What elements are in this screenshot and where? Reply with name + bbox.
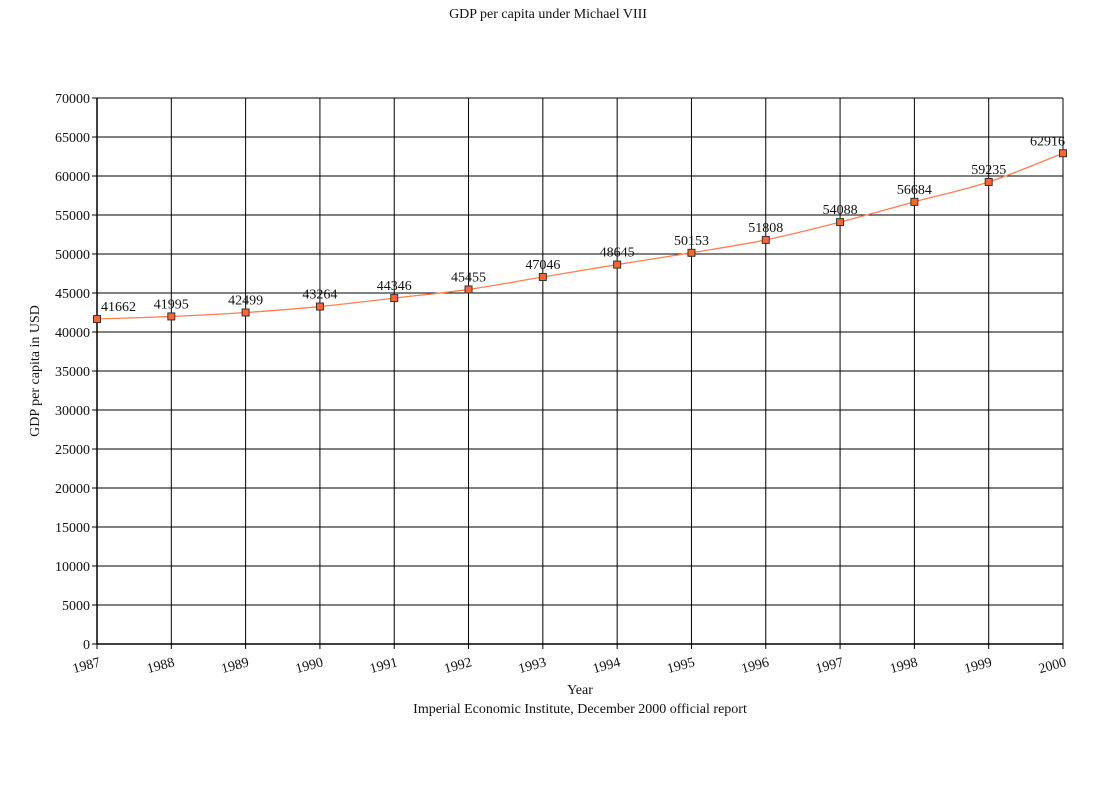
data-point	[93, 315, 101, 324]
x-tick-label: 1994	[591, 655, 622, 677]
y-tick-label: 0	[83, 638, 90, 653]
data-label: 48645	[600, 246, 635, 261]
x-axis-label: Year	[567, 683, 593, 698]
y-tick-label: 5000	[62, 599, 90, 614]
data-label: 47046	[525, 258, 560, 273]
data-point	[761, 235, 770, 244]
series-layer: 41662 41995 42499 43264 44346 45455 47046 48645…	[93, 134, 1067, 324]
x-tick-label: 1997	[814, 655, 845, 677]
data-label: 43264	[302, 288, 337, 303]
x-tick-label: 1990	[294, 655, 325, 677]
y-tick-label: 10000	[55, 560, 90, 575]
data-label: 50153	[674, 234, 709, 249]
x-tick-label: 1999	[963, 655, 994, 677]
data-label: 51808	[748, 221, 783, 236]
y-axis-label: GDP per capita in USD	[28, 305, 43, 437]
y-tick-label: 45000	[55, 287, 90, 302]
x-tick-label: 1993	[517, 655, 548, 677]
y-tick-label: 30000	[55, 404, 90, 419]
data-label: 44346	[377, 279, 412, 294]
data-label: 42499	[228, 294, 263, 309]
data-point	[390, 294, 399, 303]
x-tick-label: 1987	[71, 655, 102, 677]
data-label: 62916	[1030, 134, 1065, 149]
x-tick-label: 1998	[888, 655, 919, 677]
data-point	[315, 302, 324, 311]
y-tick-label: 15000	[55, 521, 90, 536]
axes	[92, 97, 1064, 649]
data-point	[910, 197, 919, 206]
chart-caption: Imperial Economic Institute, December 20…	[413, 702, 747, 717]
y-tick-label: 20000	[55, 482, 90, 497]
chart-title: GDP per capita under Michael VIII	[449, 7, 647, 22]
data-point	[613, 260, 622, 269]
y-tick-label: 70000	[55, 92, 90, 107]
data-point	[167, 312, 176, 321]
data-label: 41662	[101, 300, 136, 315]
data-label: 59235	[971, 163, 1006, 178]
grid	[96, 97, 1064, 645]
data-label: 56684	[897, 183, 932, 198]
y-tick-labels: 0 5000 10000 15000 20000 25000 30000 35000 40000…	[55, 92, 90, 653]
data-point	[984, 177, 993, 186]
data-label: 45455	[451, 270, 486, 285]
y-tick-label: 35000	[55, 365, 90, 380]
data-label: 54088	[823, 203, 858, 218]
x-tick-labels: 1987 1988 1989 1990 1991 1992 1993 1994 1995 1996…	[71, 655, 1068, 677]
x-tick-label: 1988	[145, 655, 176, 677]
data-point	[241, 308, 250, 317]
y-tick-label: 55000	[55, 209, 90, 224]
data-point	[538, 273, 547, 282]
data-point	[1059, 149, 1067, 158]
y-tick-label: 40000	[55, 326, 90, 341]
x-tick-label: 1992	[443, 655, 474, 677]
x-tick-label: 1991	[368, 655, 399, 677]
y-tick-label: 50000	[55, 248, 90, 263]
y-tick-label: 60000	[55, 170, 90, 185]
y-tick-label: 65000	[55, 131, 90, 146]
x-tick-label: 1996	[740, 655, 771, 677]
x-tick-label: 2000	[1037, 655, 1068, 677]
data-label: 41995	[154, 297, 189, 312]
data-point	[464, 285, 473, 294]
series-line	[96, 152, 1064, 320]
data-point	[687, 248, 696, 257]
data-point	[836, 218, 845, 227]
x-tick-label: 1995	[666, 655, 697, 677]
y-tick-label: 25000	[55, 443, 90, 458]
x-tick-label: 1989	[220, 655, 251, 677]
